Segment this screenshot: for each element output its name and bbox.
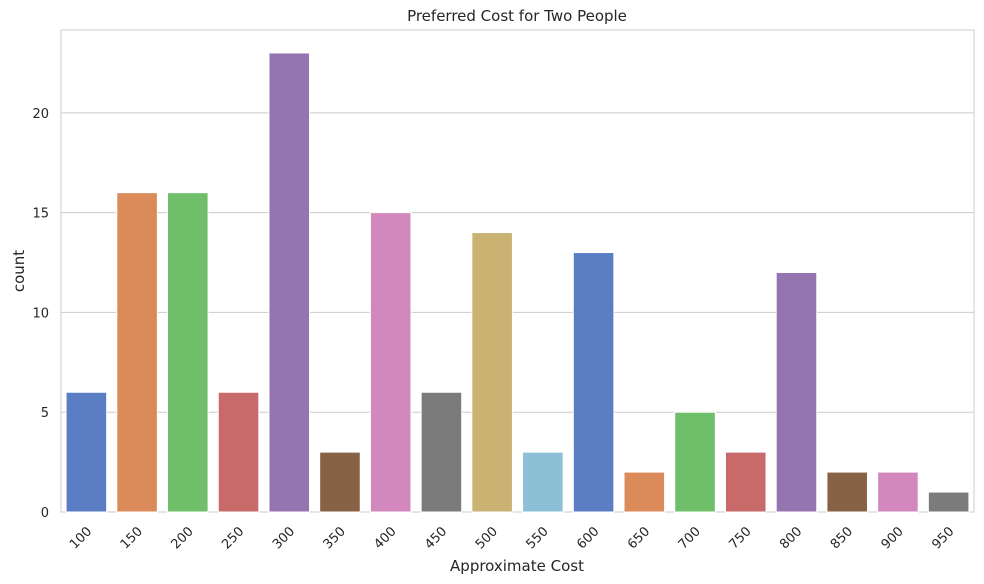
bar-150 — [116, 192, 158, 513]
y-tick-label: 15 — [32, 207, 49, 222]
bar-600 — [572, 252, 615, 513]
gridlines — [61, 112, 974, 413]
x-tick-label: 600 — [574, 524, 602, 552]
y-tick-label: 5 — [41, 406, 49, 421]
y-tick-label: 0 — [41, 506, 49, 521]
bar-950 — [927, 491, 970, 513]
x-tick-label: 350 — [321, 524, 349, 552]
x-tick-label: 900 — [879, 524, 907, 552]
y-tick-label: 20 — [32, 107, 49, 122]
x-tick-label: 450 — [422, 524, 450, 552]
y-axis-label: count — [10, 250, 28, 292]
bar-650 — [623, 471, 666, 513]
plot-background — [60, 29, 975, 513]
x-tick-label: 300 — [270, 524, 298, 552]
x-tick-label: 850 — [828, 524, 856, 552]
x-tick-label: 150 — [118, 524, 146, 552]
x-tick-label: 200 — [168, 524, 196, 552]
bar-700 — [674, 411, 716, 513]
x-tick-label: 400 — [371, 524, 399, 552]
bar-800 — [775, 271, 818, 513]
bar-250 — [217, 391, 260, 513]
bar-350 — [319, 451, 361, 513]
bar-550 — [522, 451, 564, 513]
x-tick-label: 100 — [67, 524, 95, 552]
x-tick-label: 800 — [777, 524, 805, 552]
bar-500 — [471, 232, 513, 513]
bar-900 — [877, 471, 919, 513]
bar-300 — [268, 52, 311, 513]
bar-100 — [65, 391, 108, 513]
x-tick-labels: 100 150 200 250 300 350 400 450 500 550 600 650 700 7… — [67, 524, 957, 552]
bar-850 — [826, 471, 868, 513]
bar-200 — [167, 192, 209, 513]
bars — [65, 52, 970, 513]
y-tick-label: 10 — [32, 306, 49, 321]
x-tick-label: 250 — [219, 524, 247, 552]
x-tick-label: 750 — [726, 524, 754, 552]
x-tick-label: 950 — [929, 524, 957, 552]
x-tick-label: 500 — [473, 524, 501, 552]
x-tick-label: 650 — [625, 524, 653, 552]
bar-450 — [420, 391, 463, 513]
x-tick-label: 550 — [524, 524, 552, 552]
y-tick-labels: 0 5 10 15 20 — [32, 107, 49, 521]
bar-750 — [724, 451, 767, 513]
chart-title: Preferred Cost for Two People — [407, 7, 627, 25]
x-tick-label: 700 — [676, 524, 704, 552]
bar-400 — [369, 212, 412, 513]
x-axis-label: Approximate Cost — [450, 557, 584, 575]
